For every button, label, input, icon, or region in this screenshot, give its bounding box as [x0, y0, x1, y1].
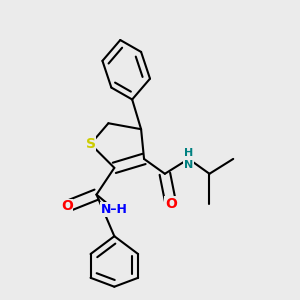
Text: H
N: H N — [184, 148, 193, 170]
Text: O: O — [165, 196, 177, 211]
Text: N–H: N–H — [101, 203, 128, 216]
Text: S: S — [85, 137, 96, 151]
Text: O: O — [61, 200, 73, 214]
